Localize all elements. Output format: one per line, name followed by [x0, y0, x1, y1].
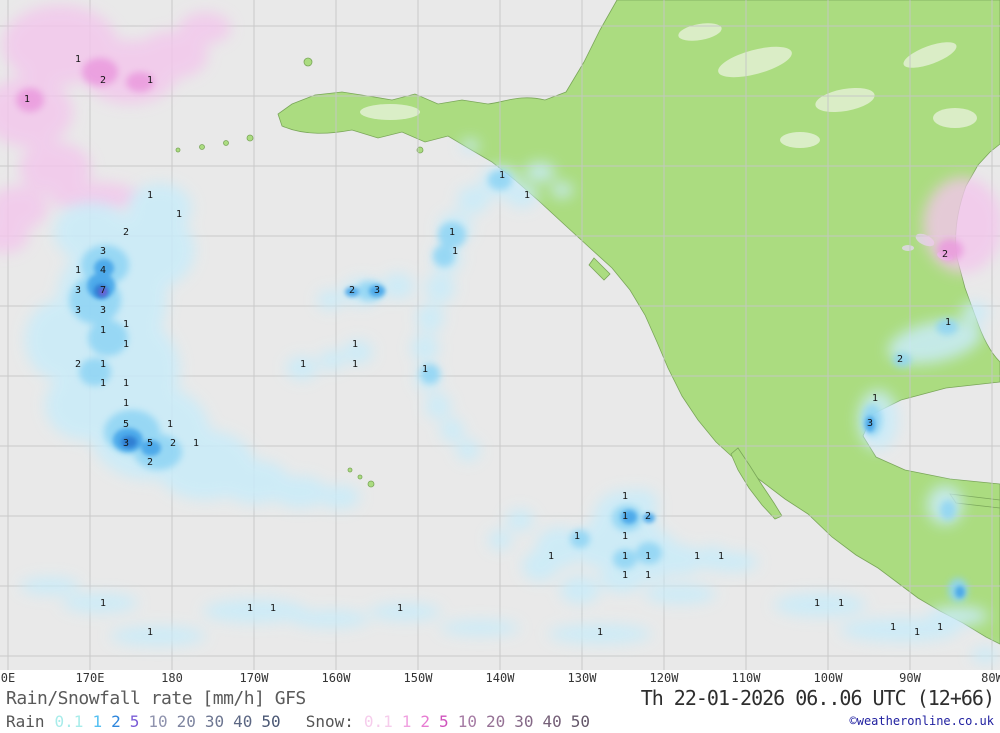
rain-legend-label: Rain: [6, 711, 45, 731]
legend-value: 5: [439, 711, 449, 731]
longitude-label: 120W: [649, 671, 679, 685]
legend-value: 2: [111, 711, 121, 731]
valid-time: Th 22-01-2026 06..06 UTC (12+66): [640, 686, 995, 710]
legend-value: 0.1: [54, 711, 84, 731]
legend-bar: Rain 0.1 1 2 5 10 20 30 40 50 Snow: 0.1 1 2 5 10 20 30…: [0, 709, 1000, 733]
longitude-label: 150W: [403, 671, 433, 685]
longitude-label: 170E: [75, 671, 105, 685]
longitude-label: 0E: [0, 671, 16, 685]
snow-scale-values: 0.1 1 2 5 10 20 30 40 50: [364, 712, 599, 731]
copyright-link[interactable]: ©weatheronline.co.uk: [849, 714, 995, 728]
legend-value: 40: [233, 711, 253, 731]
rain-scale-values: 0.1 1 2 5 10 20 30 40 50: [55, 712, 290, 731]
longitude-label: 80W: [981, 671, 1000, 685]
legend-value: 30: [204, 711, 225, 731]
snow-legend-label: Snow:: [305, 711, 354, 731]
legend-value: 1: [92, 711, 103, 731]
legend-value: 40: [542, 711, 562, 731]
legend-value: 30: [514, 711, 534, 731]
legend-value: 10: [148, 711, 168, 731]
map-title-bar: Rain/Snowfall rate [mm/h] GFS Th 22-01-2…: [0, 686, 1000, 710]
legend-value: 20: [176, 711, 196, 731]
snow-area-moderate: [16, 58, 963, 261]
rain-area-moderate: [69, 170, 968, 602]
longitude-label: 170W: [239, 671, 269, 685]
rain-area-extreme: [99, 288, 107, 296]
land-vancouver-island: [588, 257, 611, 281]
x-axis-labels: 0E 170E 180 170W 160W 150W 140W 130W 120W 110W 100…: [0, 671, 1000, 686]
legend-value: 50: [570, 711, 591, 731]
legend-value: 50: [261, 711, 281, 731]
product-title: Rain/Snowfall rate [mm/h] GFS: [6, 687, 306, 709]
longitude-label: 100W: [813, 671, 843, 685]
land-north-america: [175, 0, 1000, 645]
longitude-label: 180: [161, 671, 183, 685]
longitude-label: 140W: [485, 671, 515, 685]
weather-map-svg: [0, 0, 1000, 670]
land-baja-california: [730, 447, 783, 520]
legend-value: 5: [129, 711, 140, 731]
longitude-label: 160W: [321, 671, 351, 685]
legend-value: 20: [485, 711, 506, 731]
legend-value: 1: [401, 711, 412, 731]
longitude-label: 130W: [567, 671, 597, 685]
land-hawaii: [347, 467, 375, 488]
legend-value: 0.1: [363, 711, 393, 731]
legend-value: 2: [420, 711, 431, 731]
terrain-highlights: [360, 23, 977, 148]
legend-value: 10: [457, 711, 477, 731]
longitude-label: 110W: [731, 671, 761, 685]
longitude-label: 90W: [899, 671, 921, 685]
